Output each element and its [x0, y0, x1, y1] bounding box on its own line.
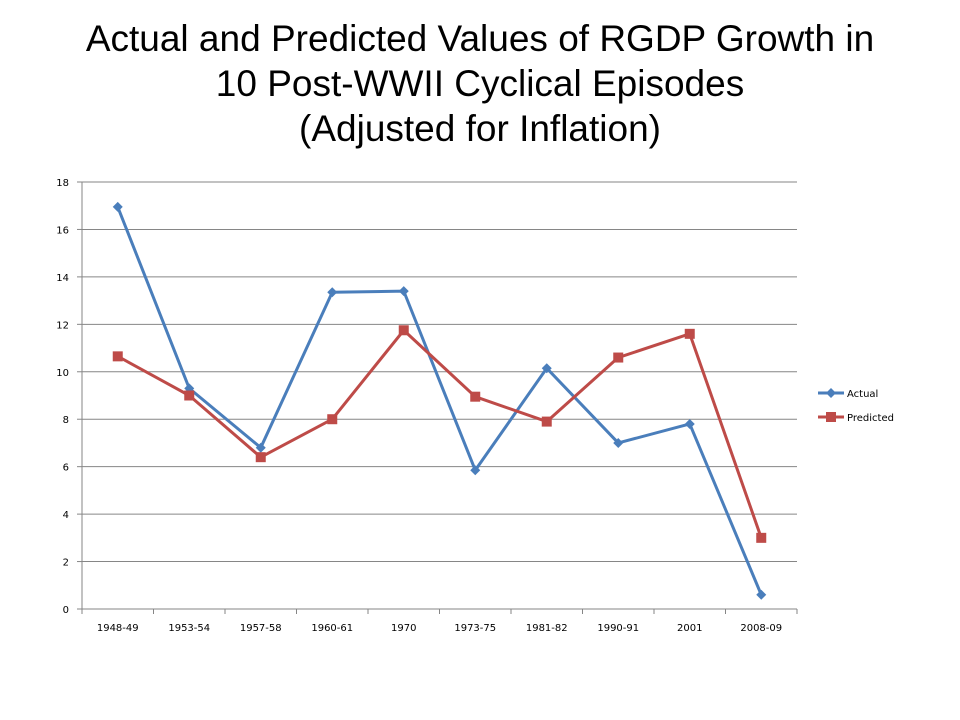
legend-predicted-marker: [826, 412, 836, 422]
y-tick-label: 14: [56, 273, 69, 284]
y-axis-tick-labels: 0 2 4 6 8 10 12 14 16 18: [56, 178, 69, 616]
x-tick-label: 1960-61: [311, 623, 353, 634]
predicted-point: [684, 328, 695, 339]
actual-point: [541, 363, 552, 374]
predicted-point: [756, 532, 767, 543]
predicted-point: [112, 351, 123, 362]
predicted-point: [184, 390, 195, 401]
chart-title-line-3: (Adjusted for Inflation): [299, 108, 661, 149]
x-tick-label: 1957-58: [240, 623, 282, 634]
y-tick-label: 0: [63, 605, 69, 616]
chart-title-line-1: Actual and Predicted Values of RGDP Grow…: [85, 18, 875, 59]
legend: Actual Predicted: [818, 388, 894, 424]
actual-point: [684, 418, 695, 429]
series-actual: [112, 201, 767, 600]
legend-item-predicted: Predicted: [818, 412, 894, 424]
y-tick-label: 2: [63, 558, 69, 569]
x-tick-label: 2001: [677, 623, 702, 634]
predicted-line: [117, 328, 763, 539]
y-tick-label: 16: [56, 225, 69, 236]
x-axis-tick-labels: 1948-49 1953-54 1957-58 1960-61 1970 1973-75 1…: [97, 623, 782, 634]
predicted-point: [613, 352, 624, 363]
axes: [77, 181, 798, 614]
predicted-point: [398, 325, 409, 336]
chart-title-line-2: 10 Post-WWII Cyclical Episodes: [215, 63, 745, 104]
predicted-point: [470, 391, 481, 402]
x-tick-label: 1953-54: [168, 623, 210, 634]
actual-point: [327, 287, 338, 298]
predicted-point: [255, 452, 266, 463]
actual-point: [398, 286, 409, 297]
legend-actual-marker: [826, 388, 836, 398]
actual-line: [116, 206, 763, 596]
predicted-point: [541, 416, 552, 427]
actual-point: [112, 201, 123, 212]
x-tick-label: 2008-09: [740, 623, 782, 634]
x-tick-label: 1990-91: [597, 623, 639, 634]
y-tick-label: 8: [63, 415, 69, 426]
actual-point: [613, 437, 624, 448]
y-tick-label: 18: [56, 178, 69, 189]
actual-point: [255, 442, 266, 453]
x-tick-label: 1981-82: [526, 623, 568, 634]
chart-title: Actual and Predicted Values of RGDP Grow…: [0, 16, 960, 151]
actual-point: [756, 589, 767, 600]
series-predicted: [112, 325, 767, 543]
actual-point: [470, 465, 481, 476]
y-tick-label: 4: [63, 510, 69, 521]
legend-item-actual: Actual: [818, 388, 878, 400]
series-group: [112, 201, 767, 600]
predicted-point: [327, 414, 338, 425]
x-tick-label: 1948-49: [97, 623, 139, 634]
y-tick-label: 12: [56, 320, 69, 331]
legend-actual-label: Actual: [847, 389, 878, 400]
y-tick-label: 10: [56, 368, 69, 379]
legend-predicted-label: Predicted: [847, 413, 894, 424]
gridlines: [82, 181, 797, 563]
x-tick-label: 1973-75: [454, 623, 496, 634]
x-tick-label: 1970: [391, 623, 416, 634]
y-tick-label: 6: [63, 463, 69, 474]
